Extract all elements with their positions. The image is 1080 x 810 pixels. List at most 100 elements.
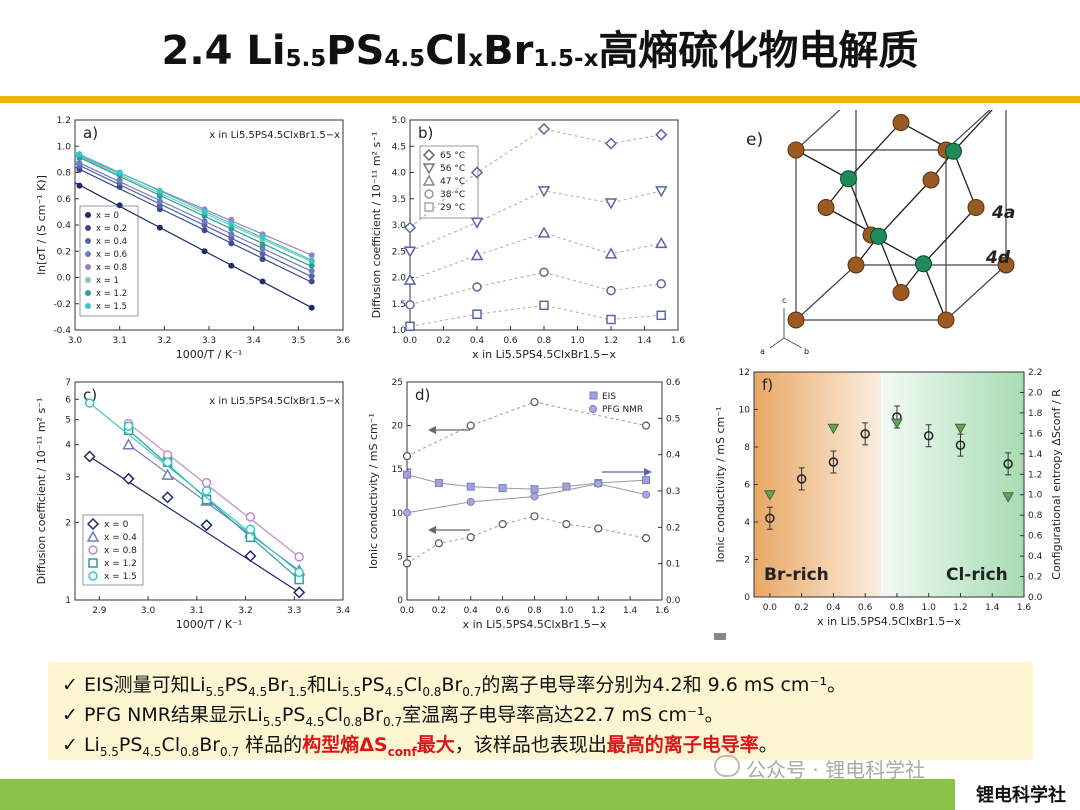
data-point [594,479,603,488]
br-rich-label: Br-rich [764,565,829,585]
legend-marker [86,517,100,531]
data-point [860,429,870,439]
y2-tick-label: 0.0 [666,596,681,606]
arrow-head [428,426,436,434]
data-point [923,431,934,441]
bond [952,151,977,208]
legend-marker [589,391,598,400]
y-tick-label: 6 [744,481,750,491]
axis-b-label: b [804,347,809,356]
note-text-part: 最大 [416,734,455,756]
anion-4a-atom [997,256,1015,274]
x-tick-label: 0.2 [436,336,450,346]
legend-label: x = 0.4 [96,237,127,247]
x-tick-label: 3.3 [202,336,216,346]
y-tick-label: 5.0 [392,116,407,126]
data-point [530,512,539,521]
title-part: 1.5-x [533,46,599,72]
data-point [83,450,96,463]
data-point [402,452,412,461]
legend-label: 29 °C [440,203,465,213]
note-text-part: 最高的离子电导率 [606,734,759,756]
y-tick-label: 5 [65,416,71,426]
y-tick-label: 2.5 [392,247,406,257]
data-point [228,240,235,247]
note-text-part: 0.8 [180,744,200,759]
legend-label: x = 1.5 [104,572,137,582]
data-point [76,160,83,167]
data-point [308,304,315,311]
legend-label: x = 0.8 [104,546,137,556]
data-point [293,586,306,599]
series-line [409,128,662,229]
panel-label: b) [418,124,433,142]
bond [795,149,849,180]
note-text-part: PS [281,704,306,726]
x-tick-label: 0.2 [432,606,446,616]
note-text-part: 和Li [307,674,343,696]
data-point [259,278,266,285]
y-tick-label: 10 [739,406,751,416]
y2-tick-label: 0.4 [666,451,681,461]
data-point [472,282,482,292]
x-axis-label: 1000/T / K⁻¹ [176,348,243,361]
data-point [656,279,666,289]
bottom-bar [0,779,955,810]
y-tick-label: 0.6 [57,195,72,205]
x-tick-label: 2.9 [92,606,107,616]
y2-tick-label: 0.6 [1028,532,1043,542]
y-tick-label: 4 [744,518,750,528]
note-text-part: Cl [324,704,344,726]
y-tick-label: 3 [65,473,71,483]
anion-4a-atom [787,311,805,329]
data-point [245,524,256,535]
x-axis-label: x in Li5.5PS4.5ClxBr1.5−x [817,615,961,628]
legend-marker [424,202,434,212]
data-point [539,267,549,277]
notes-box: ✓ EIS测量可知Li5.5PS4.5Br1.5和Li5.5PS4.5Cl0.8… [48,662,1033,760]
y2-tick-label: 0.2 [1028,573,1042,583]
cell-edge [795,264,857,321]
entropy-point [1002,492,1014,503]
y-tick-label: 1.0 [392,326,407,336]
note-text-part: PS [224,674,249,696]
x-tick-label: 3.0 [141,606,156,616]
anion-4a-atom [892,284,910,301]
anion-4d-atom [870,227,887,245]
x-tick-label: 3.1 [190,606,204,616]
x-tick-label: 0.0 [763,603,778,613]
data-point [955,440,966,450]
data-point [562,520,571,529]
annotation: x in Li5.5PS4.5ClxBr1.5−x [209,130,340,141]
small-square-mark [714,633,726,640]
data-point [530,492,539,501]
y2-axis-label: Configurational entropy ΔSconf / R [1050,389,1063,580]
x-tick-label: 3.0 [68,336,83,346]
y-axis-label: Ionic conductivity / mS cm⁻¹ [714,407,727,563]
bond [848,122,902,180]
bond [953,94,1007,152]
legend-label: x = 0.2 [96,224,127,234]
legend-box [79,205,139,317]
y-tick-label: 3.0 [392,221,407,231]
data-point [122,438,135,450]
legend-marker [85,225,91,231]
data-point [116,169,123,176]
legend-label: x = 0.6 [96,250,127,260]
fit-line [128,423,300,558]
legend-marker [589,405,597,413]
data-point [796,474,807,484]
data-point [472,309,482,319]
y-tick-label: 0.4 [57,221,72,231]
legend-marker [85,251,91,257]
legend-label: 38 °C [440,190,465,200]
y-tick-label: 4.5 [392,142,406,152]
panel-label: f) [762,376,773,394]
entropy-point [954,423,967,435]
y2-tick-label: 2.0 [1028,388,1043,398]
legend-label: PFG NMR [602,405,643,415]
y-tick-label: 15 [392,465,403,475]
anion-4a-atom [787,141,805,159]
data-point [606,314,616,325]
data-point [641,421,651,430]
